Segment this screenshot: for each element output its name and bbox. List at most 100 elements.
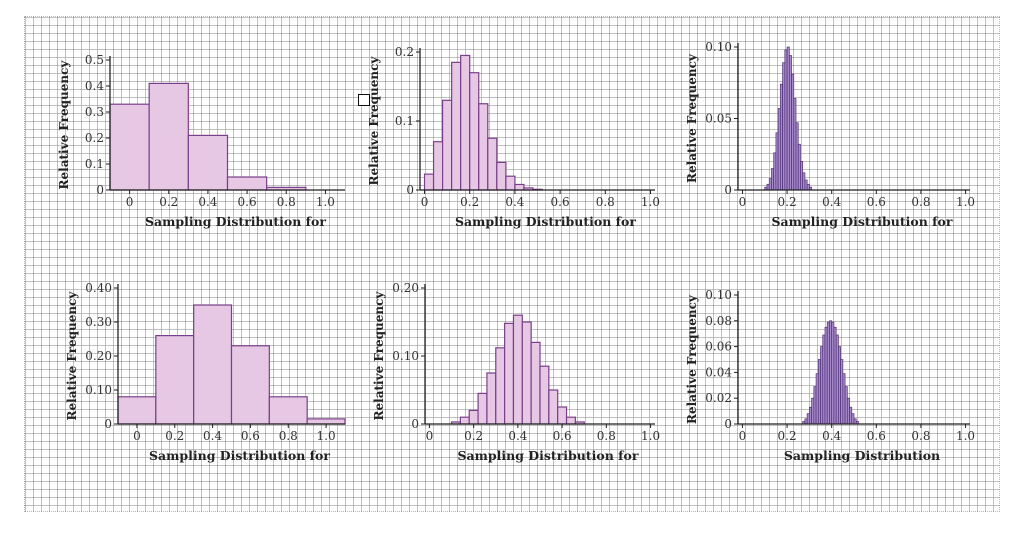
x-tick-label: 0.4 [508, 429, 527, 443]
histogram-bar [486, 372, 497, 425]
y-tick-label: 0 [96, 183, 104, 197]
y-axis-title: Relative Frequency [65, 291, 79, 421]
y-tick-label: 0.04 [705, 365, 732, 379]
x-axis-title: Sampling Distribution for [455, 214, 636, 229]
x-tick-label: 0.6 [867, 429, 886, 443]
histogram-bar [306, 418, 346, 425]
histogram-bar [487, 137, 498, 191]
x-tick-label: 0.4 [822, 429, 841, 443]
x-tick-label: 1.0 [316, 195, 335, 209]
histogram-bar [495, 347, 506, 425]
x-tick-label: 0 [133, 429, 141, 443]
y-tick-label: 0 [104, 417, 112, 431]
y-tick-label: 0 [411, 417, 419, 431]
y-tick-label: 0.06 [705, 340, 732, 354]
y-axis-title: Relative Frequency [372, 291, 386, 421]
x-tick-label: 0.2 [778, 195, 797, 209]
x-axis-title: Sampling Distribution [784, 448, 940, 463]
x-axis-title: Sampling Distribution for [145, 214, 326, 229]
y-tick-label: 0.10 [705, 40, 732, 54]
y-tick-label: 0.2 [85, 131, 104, 145]
chart-6: 0 0.02 0.04 0.06 0.08 0.10 0 0.2 0.4 0.6 0.8 1.0 Sam… [685, 288, 975, 463]
x-tick-label: 1.0 [956, 429, 975, 443]
y-tick-label: 0.05 [705, 112, 732, 126]
x-tick-label: 0.6 [867, 195, 886, 209]
histogram-bar [504, 322, 515, 425]
x-tick-label: 1.0 [956, 195, 975, 209]
histogram-bar [496, 161, 507, 191]
histogram-bar [451, 61, 462, 191]
x-tick-label: 0.8 [277, 195, 296, 209]
y-tick-label: 0.10 [392, 349, 419, 363]
y-tick-label: 0.2 [395, 45, 414, 59]
x-tick-label: 0.2 [165, 429, 184, 443]
y-axis-title: Relative Frequency [685, 294, 699, 424]
x-tick-label: 0.8 [279, 429, 298, 443]
histogram-bar [432, 141, 444, 191]
histogram-bar [117, 396, 157, 425]
y-tick-label: 0.1 [85, 157, 104, 171]
histogram-bar [193, 304, 233, 425]
x-tick-label: 0.6 [241, 429, 260, 443]
histogram-bar [512, 314, 523, 425]
x-tick-label: 0.8 [597, 429, 616, 443]
y-tick-label: 0.3 [85, 105, 104, 119]
x-tick-label: 0.6 [551, 195, 570, 209]
x-axis-title: Sampling Distribution for [149, 448, 330, 463]
histogram-bar [548, 389, 559, 425]
y-tick-label: 0.20 [85, 349, 112, 363]
y-tick-label: 0 [724, 183, 732, 197]
x-tick-label: 0.4 [203, 429, 222, 443]
x-tick-label: 0.6 [238, 195, 257, 209]
histogram-bar [459, 416, 470, 425]
histogram-bar [478, 103, 489, 191]
y-tick-label: 0.4 [85, 79, 104, 93]
x-tick-label: 0 [739, 195, 747, 209]
histogram-bar [268, 396, 308, 425]
y-tick-label: 0.40 [85, 281, 112, 295]
y-tick-label: 0.02 [705, 391, 732, 405]
histogram-bar [423, 173, 435, 191]
histogram-bar [521, 321, 532, 425]
x-tick-label: 0 [426, 429, 434, 443]
chart-1: 0 0.1 0.2 0.3 0.4 0.5 0 0.2 0.4 0.6 0.8 1.0 Sampling… [57, 53, 345, 229]
y-axis-title: Relative Frequency [367, 56, 381, 186]
y-tick-label: 0.20 [392, 281, 419, 295]
x-tick-label: 0.6 [553, 429, 572, 443]
y-tick-label: 0.10 [705, 288, 732, 302]
histogram-bar [187, 134, 229, 191]
histogram-bar [148, 82, 189, 191]
x-tick-label: 1.0 [641, 429, 660, 443]
y-tick-label: 0.1 [395, 114, 414, 128]
x-tick-label: 1.0 [641, 195, 660, 209]
histogram-bar [441, 99, 453, 191]
checkbox-square-icon [358, 94, 370, 106]
y-tick-label: 0.08 [705, 314, 732, 328]
y-tick-label: 0.10 [85, 383, 112, 397]
histogram-bar [460, 54, 471, 191]
histogram-bar [155, 335, 195, 425]
x-tick-label: 0.4 [822, 195, 841, 209]
histogram-bar [514, 183, 525, 191]
x-tick-label: 0.2 [778, 429, 797, 443]
x-axis-title: Sampling Distribution for [772, 214, 953, 229]
y-tick-label: 0.5 [85, 53, 104, 67]
x-tick-label: 1.0 [317, 429, 336, 443]
y-tick-label: 0.30 [85, 315, 112, 329]
histogram-bar [477, 392, 488, 425]
histogram-bar [539, 365, 550, 425]
x-tick-label: 0.8 [596, 195, 615, 209]
histogram-bar [469, 72, 480, 191]
y-tick-label: 0 [406, 183, 414, 197]
chart-2: 0 0.1 0.2 0 0.2 0.4 0.6 0.8 1.0 Sampling Distribu… [367, 45, 660, 229]
x-tick-label: 0 [126, 195, 134, 209]
y-tick-label: 0 [724, 417, 732, 431]
histogram-bar [505, 175, 516, 191]
y-axis-title: Relative Frequency [57, 60, 71, 190]
x-tick-label: 0.4 [198, 195, 217, 209]
x-tick-label: 0 [421, 195, 429, 209]
chart-4: 0 0.10 0.20 0.30 0.40 0 0.2 0.4 0.6 0.8 1.0 Samplin… [65, 281, 346, 463]
